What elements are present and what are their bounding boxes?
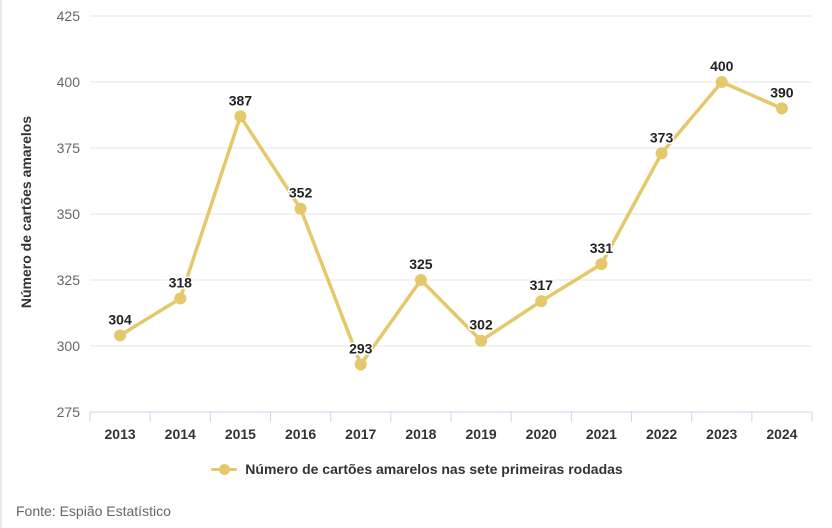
- series-line: [118, 80, 784, 367]
- data-point-marker[interactable]: [294, 202, 307, 215]
- x-axis-tick-label: 2021: [586, 426, 617, 442]
- data-point-label: 387: [229, 92, 253, 108]
- y-axis-tick-label: 375: [57, 140, 81, 156]
- y-axis-tick-label: 425: [57, 8, 81, 24]
- data-point-label: 304: [108, 311, 132, 327]
- x-axis-tick-label: 2017: [345, 426, 376, 442]
- y-axis-tick-label: 400: [57, 74, 81, 90]
- legend-item[interactable]: Número de cartões amarelos nas sete prim…: [211, 461, 623, 477]
- legend-dot-icon: [219, 464, 231, 475]
- x-axis-tick-label: 2018: [405, 426, 436, 442]
- x-axis-tick-label: 2016: [285, 426, 316, 442]
- data-point-marker[interactable]: [775, 102, 788, 115]
- data-point-label: 373: [650, 129, 674, 145]
- data-point-marker[interactable]: [114, 329, 127, 342]
- data-point-label: 390: [770, 84, 794, 100]
- legend-series-marker-icon: [211, 462, 238, 476]
- data-point-marker[interactable]: [234, 110, 247, 123]
- y-axis-tick-label: 275: [57, 404, 81, 420]
- y-axis-tick-label: 350: [57, 206, 81, 222]
- x-axis-tick-label: 2014: [165, 426, 196, 442]
- legend-label: Número de cartões amarelos nas sete prim…: [245, 461, 623, 477]
- y-axis-title: Número de cartões amarelos: [18, 115, 34, 309]
- data-point-label: 293: [349, 340, 373, 356]
- data-point-label: 302: [469, 317, 493, 333]
- data-point-marker[interactable]: [595, 258, 608, 271]
- data-point-marker[interactable]: [715, 76, 728, 88]
- y-axis-tick-label: 300: [57, 338, 81, 354]
- x-axis-tick-label: 2019: [466, 426, 497, 442]
- data-point-label: 318: [169, 274, 193, 290]
- data-point-marker[interactable]: [414, 274, 427, 286]
- data-point-marker[interactable]: [354, 358, 367, 371]
- data-point-marker[interactable]: [655, 147, 668, 160]
- y-axis-tick-label: 325: [57, 272, 81, 288]
- data-point-label: 331: [590, 240, 614, 256]
- data-point-marker[interactable]: [475, 334, 488, 347]
- data-point-label: 352: [289, 185, 313, 201]
- data-point-marker[interactable]: [535, 295, 548, 308]
- x-axis-tick-label: 2020: [526, 426, 557, 442]
- x-axis-tick-label: 2015: [225, 426, 256, 442]
- x-axis-tick-label: 2023: [706, 426, 737, 442]
- legend: Número de cartões amarelos nas sete prim…: [2, 461, 832, 477]
- data-point-label: 325: [409, 256, 433, 272]
- x-axis-tick-label: 2024: [766, 426, 797, 442]
- source-attribution: Fonte: Espião Estatístico: [16, 503, 171, 519]
- data-point-marker[interactable]: [174, 292, 187, 305]
- data-point-label: 400: [710, 58, 734, 74]
- chart-plot-area: 275 300 325 350 375 400 425 2013 2014 2015 2016 201…: [57, 8, 813, 442]
- data-point-label: 317: [530, 277, 554, 293]
- x-axis-tick-label: 2022: [646, 426, 677, 442]
- x-axis-tick-label: 2013: [105, 426, 136, 442]
